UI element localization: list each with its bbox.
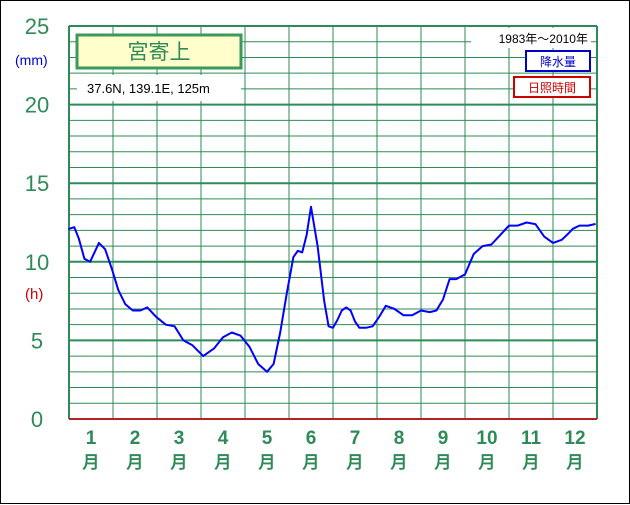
station-coords: 37.6N, 139.1E, 125m	[87, 81, 210, 96]
y-tick-label: 0	[31, 407, 43, 432]
legend-sunshine-box	[513, 76, 591, 98]
sunshine-series-line	[68, 205, 596, 373]
station-name: 宮寄上	[128, 40, 191, 64]
x-tick-label: 10	[476, 428, 497, 449]
x-axis-ticks: 1 月 2 月 3 月 4 月 5 月 6 月 7 月 8 月 9 月 10 月 11 月 12 月	[82, 428, 586, 473]
y-tick-label: 25	[25, 14, 49, 39]
x-tick-label: 5	[262, 428, 273, 449]
coords-box	[77, 75, 241, 101]
x-tick-unit: 月	[566, 453, 584, 473]
y-tick-label: 10	[25, 250, 49, 275]
x-tick-label: 9	[438, 428, 449, 449]
x-tick-label: 1	[86, 428, 97, 449]
x-tick-unit: 月	[170, 453, 188, 473]
x-tick-unit: 月	[258, 453, 276, 473]
x-tick-label: 12	[564, 428, 585, 449]
station-name-box	[75, 33, 243, 70]
x-tick-unit: 月	[214, 453, 232, 473]
y-tick-label: 15	[25, 171, 49, 196]
x-tick-unit: 月	[126, 453, 144, 473]
legend-sunshine-label: 日照時間	[528, 81, 576, 95]
x-tick-label: 3	[174, 428, 185, 449]
legend-precip-box	[525, 50, 591, 72]
unit-h-label: (h)	[25, 286, 43, 303]
x-tick-label: 4	[218, 428, 229, 449]
x-tick-unit: 月	[478, 453, 496, 473]
x-tick-label: 7	[350, 428, 361, 449]
period-box	[471, 28, 591, 48]
x-tick-label: 2	[130, 428, 141, 449]
x-tick-label: 11	[521, 428, 542, 449]
y-tick-label: 5	[31, 328, 43, 353]
x-tick-unit: 月	[390, 453, 408, 473]
x-tick-label: 8	[394, 428, 405, 449]
x-tick-label: 6	[306, 428, 317, 449]
y-tick-label: 20	[25, 93, 49, 118]
unit-mm-label: (mm)	[15, 52, 48, 68]
x-tick-unit: 月	[82, 453, 100, 473]
x-tick-unit: 月	[302, 453, 320, 473]
legend-precip-label: 降水量	[540, 55, 576, 69]
x-tick-unit: 月	[522, 453, 540, 473]
period-label: 1983年～2010年	[499, 32, 588, 46]
x-tick-unit: 月	[346, 453, 364, 473]
x-tick-unit: 月	[434, 453, 452, 473]
y-axis-ticks: 0 5 10 15 20 25	[25, 14, 49, 432]
